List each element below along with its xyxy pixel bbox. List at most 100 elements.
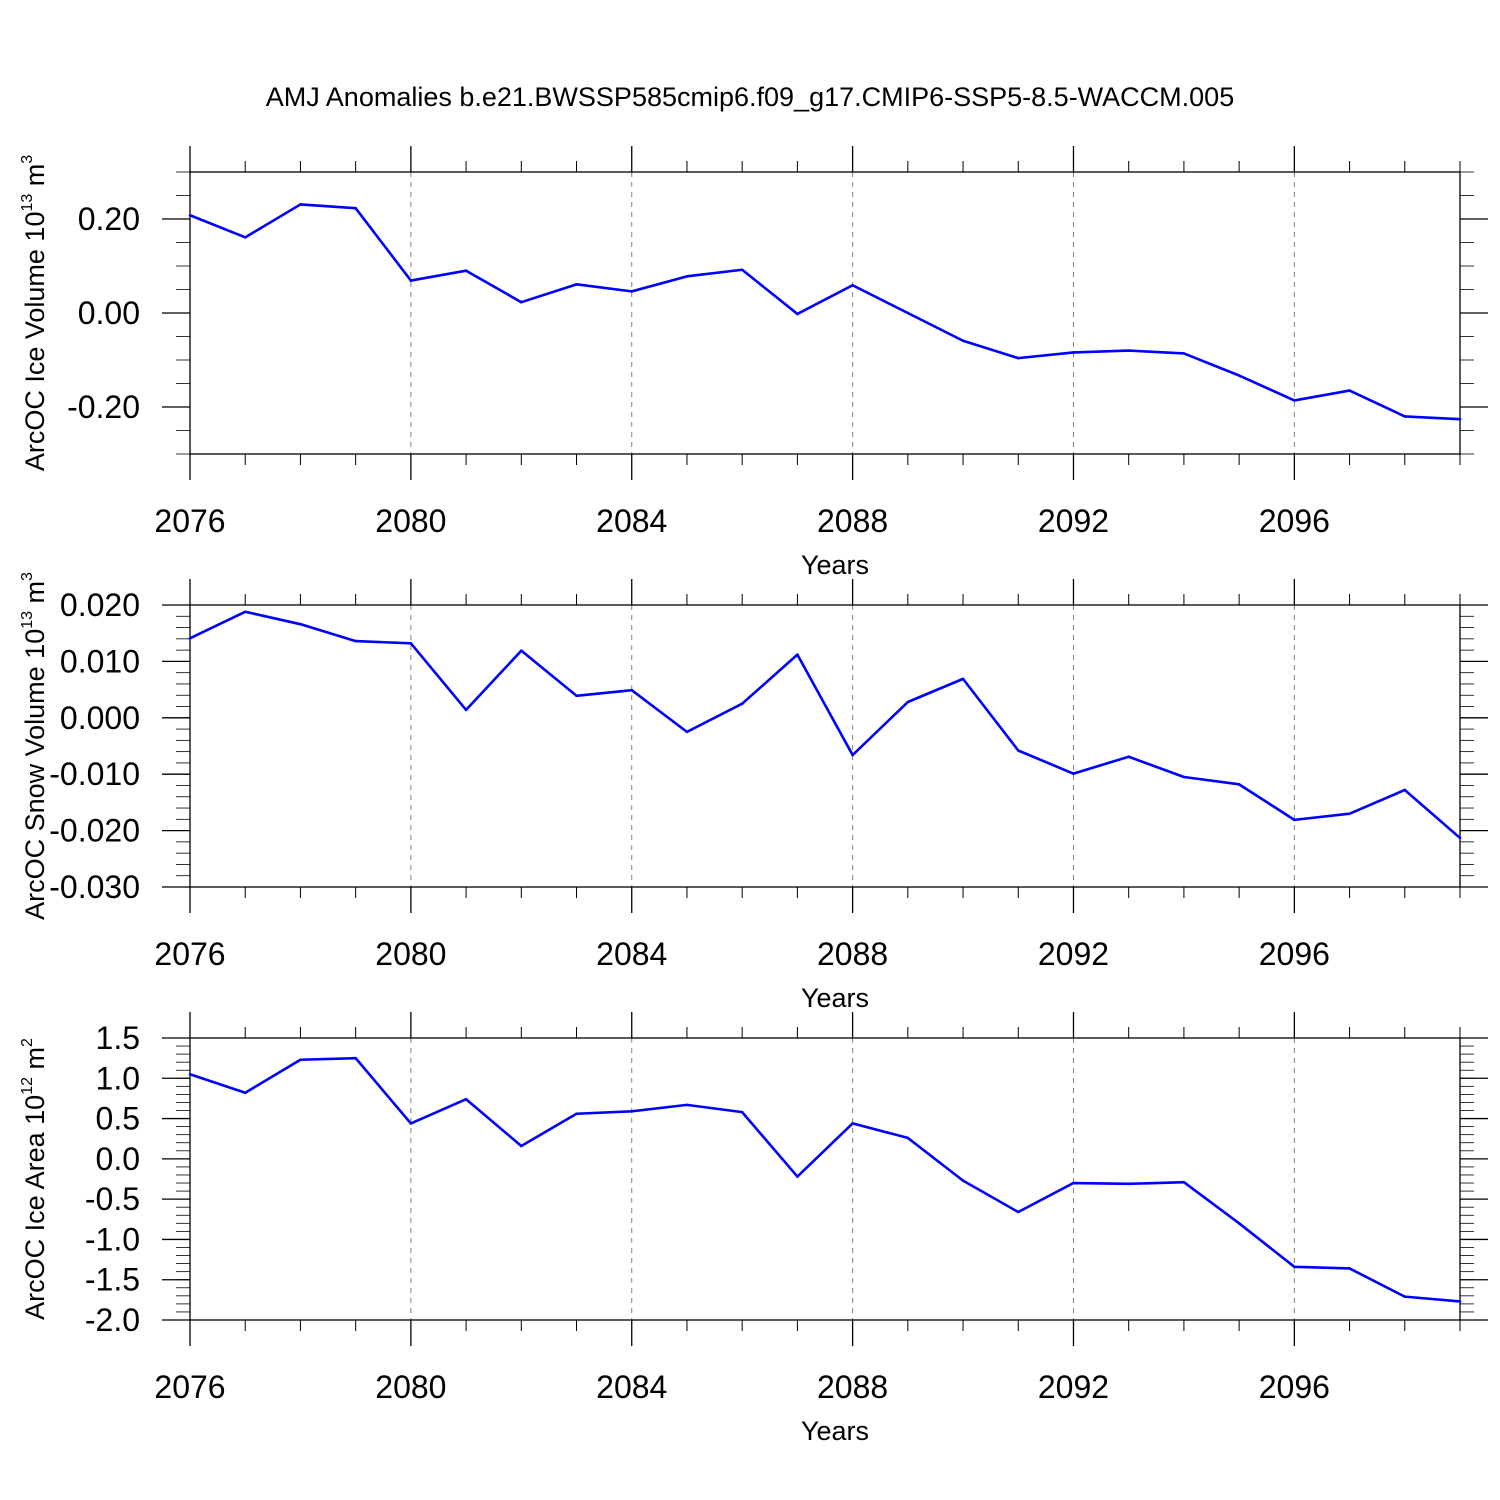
panel-2-y-axis-label: ArcOC Snow Volume 1013 m3 (19, 572, 50, 920)
panel-3-data-point (1182, 1180, 1186, 1184)
panel-1-xtick-label: 2096 (1259, 503, 1330, 539)
panel-1-x-axis-label: Years (801, 550, 869, 580)
panel-3: -2.0 -1.5 -1.0 -0.5 0.0 0.5 1.0 1.5 2076 2080 2084… (19, 1012, 1488, 1446)
panel-3-y-axis-label: ArcOC Ice Area 1012 m2 (19, 1038, 50, 1320)
panel-2-data-point (1127, 755, 1130, 759)
panel-2-data-point (796, 653, 799, 656)
panel-3-data-point (464, 1097, 468, 1101)
panel-3-data-point (243, 1091, 247, 1095)
panel-3-data-point (1127, 1182, 1130, 1186)
panel-3-data-point (1403, 1295, 1407, 1298)
panel-1: -0.20 0.00 0.20 2076 2080 2084 2088 2092 2096 Yea… (19, 146, 1488, 580)
panel-2-ytick-label: 0.000 (60, 700, 140, 736)
panel-1-xtick-label: 2084 (596, 503, 667, 539)
panel-3-series-line (189, 1056, 1461, 1303)
panel-2-data-point (685, 730, 689, 734)
panel-1-y-axis-label-text: ArcOC Ice Volume 10 (20, 212, 50, 472)
panel-3-ytick-label: 0.0 (96, 1141, 140, 1177)
panel-2-x-axis-label: Years (801, 983, 869, 1013)
panel-2-ytick-label: 0.010 (60, 643, 140, 679)
panel-1-y-axis-label: ArcOC Ice Volume 1013 m3 (19, 155, 50, 471)
panel-2-ytick-label: 0.020 (60, 587, 140, 623)
panel-3-data-point (1072, 1181, 1075, 1185)
panel-2-ytick-label: -0.010 (49, 756, 140, 792)
panel-2-series-line (189, 610, 1461, 839)
panel-1-data-point (1348, 389, 1351, 392)
panel-3-ytick-label: 1.0 (96, 1060, 140, 1096)
panel-3-y-axis-label-exponent: 12 (19, 1077, 36, 1095)
panel-3-y-axis-label-unit-exponent: 2 (19, 1038, 36, 1047)
panel-1-data-point (1237, 374, 1241, 377)
panel-3-y-axis-label-text: ArcOC Ice Area 10 (20, 1095, 50, 1320)
panel-2-data-point (1016, 749, 1020, 752)
panel-1-xtick-label: 2092 (1038, 503, 1109, 539)
panel-1-data-point (851, 283, 854, 287)
panel-2-data-point (906, 700, 910, 704)
panel-3-ytick-label: -0.5 (85, 1181, 140, 1217)
panel-1-data-point (961, 339, 965, 343)
panel-1-data-point (243, 236, 247, 239)
panel-2-data-point (1458, 836, 1462, 840)
panel-1-xtick-label: 2088 (817, 503, 888, 539)
panel-2-xtick-label: 2084 (596, 936, 667, 972)
panel-3-ytick-label: -2.0 (85, 1302, 140, 1338)
panel-1-ytick-label: 0.20 (78, 201, 140, 237)
panel-1-series-line (189, 203, 1461, 421)
panel-3-data-point (1293, 1265, 1296, 1269)
panel-2-data-point (243, 610, 247, 614)
panel-3-data-point (630, 1110, 634, 1113)
panel-2-data-point (299, 622, 302, 626)
panel-2-data-point (1293, 818, 1296, 822)
panel-3-data-point (796, 1175, 799, 1178)
panels: -0.20 0.00 0.20 2076 2080 2084 2088 2092 2096 Yea… (19, 146, 1488, 1446)
panel-3-data-point (851, 1122, 854, 1125)
panel-2-data-point (851, 753, 854, 757)
panel-3-data-point (1348, 1267, 1351, 1270)
panel-3-data-point (906, 1136, 910, 1140)
panel-1-y-axis-label-unit-exponent: 3 (19, 155, 36, 164)
panel-3-data-point (1458, 1300, 1462, 1303)
panel-3-frame (189, 1037, 1461, 1321)
panel-1-data-point (354, 206, 357, 210)
panel-3-xtick-label: 2096 (1259, 1369, 1330, 1405)
panel-3-ytick-label: -1.5 (85, 1262, 140, 1298)
panel-3-data-point (575, 1112, 578, 1116)
panel-2-data-point (1348, 812, 1351, 815)
panel-2-data-point (464, 708, 468, 712)
panel-2-ytick-label: -0.020 (49, 813, 140, 849)
panel-1-xtick-label: 2080 (375, 503, 446, 539)
panel-1-y-axis-label-exponent: 13 (19, 194, 36, 212)
panel-2-data-point (575, 694, 578, 698)
panel-2-data-point (1237, 783, 1241, 786)
panel-1-data-point (464, 269, 468, 273)
panel-2-y-axis-label-unit-exponent: 3 (19, 572, 36, 581)
panel-2-data-point (520, 649, 523, 652)
panel-3-y-axis-label-unit: m (20, 1047, 50, 1077)
panel-1-data-point (520, 300, 523, 304)
panel-2-data-point (354, 639, 357, 643)
panel-2-data-point (740, 702, 744, 705)
panel-2-data-point (1072, 772, 1075, 775)
panel-3-xtick-label: 2080 (375, 1369, 446, 1405)
panel-1-data-point (906, 311, 910, 315)
panel-3-data-point (1016, 1210, 1020, 1214)
panel-3-x-axis-label: Years (801, 1416, 869, 1446)
panel-3-xtick-label: 2088 (817, 1369, 888, 1405)
panel-2-ytick-label: -0.030 (49, 869, 140, 905)
panel-1-data-point (796, 312, 799, 316)
panel-1-data-point (740, 268, 744, 272)
panel-1-data-point (575, 283, 578, 286)
panel-1-data-point (1293, 399, 1296, 402)
panel-2-y-axis-label-exponent: 13 (19, 611, 36, 629)
panel-2-data-point (961, 677, 965, 681)
panel-3-xtick-label: 2076 (154, 1369, 225, 1405)
panel-1-frame (189, 171, 1461, 455)
panel-2-y-axis-label-unit: m (20, 581, 50, 611)
panel-1-data-point (1458, 417, 1462, 421)
panel-1-data-point (1016, 356, 1020, 360)
panel-1-ytick-label: 0.00 (78, 295, 140, 331)
panel-2-xtick-label: 2092 (1038, 936, 1109, 972)
panel-3-data-point (520, 1144, 523, 1148)
panel-3-data-point (354, 1056, 357, 1060)
